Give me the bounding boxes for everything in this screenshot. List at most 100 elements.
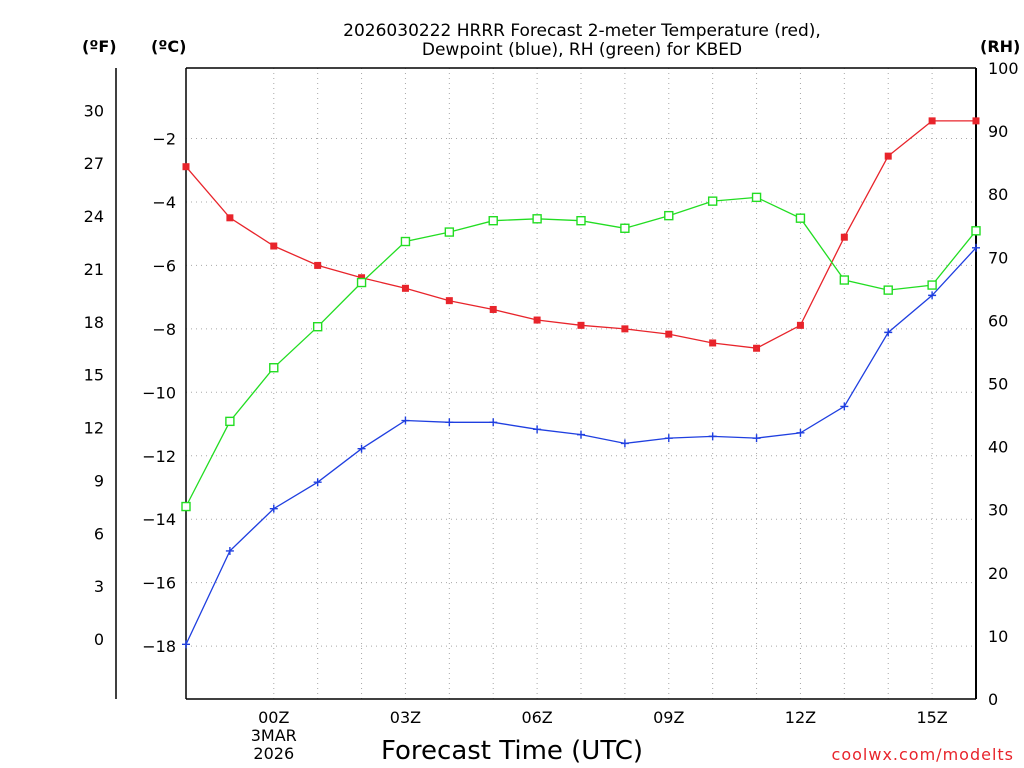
- data-point-marker: [269, 504, 278, 513]
- data-point-marker: [884, 328, 893, 337]
- x-tick-label: 12Z: [785, 708, 816, 727]
- series-dewpoint: [182, 243, 980, 649]
- data-point-marker: [707, 196, 718, 206]
- data-point-marker: [312, 322, 323, 332]
- celsius-tick-label: −6: [152, 256, 176, 275]
- series-rh: [181, 192, 981, 512]
- rh-tick-label: 60: [988, 311, 1008, 330]
- data-point-marker: [972, 243, 980, 252]
- data-point-marker: [709, 339, 717, 347]
- data-point-marker: [269, 363, 279, 373]
- data-point-marker: [708, 432, 717, 441]
- fahrenheit-tick-label: 9: [94, 471, 104, 490]
- data-point-marker: [927, 280, 937, 290]
- data-point-marker: [753, 344, 761, 352]
- x-axis-label: Forecast Time (UTC): [381, 736, 643, 766]
- left-axis-unit-celsius: (ºC): [151, 37, 186, 56]
- rh-tick-label: 10: [988, 627, 1008, 646]
- fahrenheit-tick-label: 12: [84, 419, 104, 438]
- rh-tick-label: 100: [988, 59, 1019, 78]
- celsius-tick-label: −18: [142, 637, 176, 656]
- data-point-marker: [621, 325, 629, 333]
- data-point-marker: [577, 430, 585, 439]
- fahrenheit-tick-label: 21: [84, 260, 104, 279]
- data-point-marker: [620, 223, 630, 233]
- tick-labels: 0 3 6 9 12 15 18 21 24 27 30 −18 −16 −14 −12 −10 −8 −6 −4 −…: [84, 59, 1019, 727]
- data-point-marker: [577, 321, 585, 329]
- x-tick-label: 06Z: [521, 708, 552, 727]
- x-tick-label: 15Z: [916, 708, 947, 727]
- data-point-marker: [796, 428, 805, 437]
- data-point-marker: [225, 416, 235, 427]
- data-point-marker: [313, 478, 322, 487]
- data-point-marker: [356, 277, 367, 288]
- series-2-meter-temperature: [182, 117, 980, 352]
- rh-tick-label: 30: [988, 501, 1008, 520]
- fahrenheit-tick-label: 18: [84, 313, 104, 332]
- celsius-tick-label: −12: [142, 447, 176, 466]
- data-point-marker: [226, 214, 234, 222]
- data-point-marker: [576, 216, 586, 226]
- grid-lines: [186, 68, 976, 699]
- data-point-marker: [840, 402, 849, 411]
- date-label-line-1: 3MAR: [251, 726, 297, 745]
- data-point-marker: [620, 439, 629, 448]
- data-point-marker: [401, 284, 409, 292]
- celsius-tick-label: −2: [152, 129, 176, 148]
- series-line: [185, 120, 976, 349]
- data-point-marker: [182, 163, 190, 171]
- data-point-marker: [314, 261, 322, 269]
- data-point-marker: [400, 236, 411, 247]
- fahrenheit-tick-label: 30: [84, 101, 104, 120]
- data-point-marker: [181, 501, 191, 512]
- data-series: [181, 117, 981, 649]
- series-line: [185, 247, 977, 645]
- celsius-tick-label: −8: [152, 320, 176, 339]
- x-tick-label: 00Z: [258, 708, 289, 727]
- fahrenheit-tick-label: 6: [94, 524, 104, 543]
- fahrenheit-tick-label: 15: [84, 366, 104, 385]
- data-point-marker: [445, 297, 453, 305]
- data-point-marker: [795, 213, 806, 223]
- celsius-tick-label: −10: [142, 383, 176, 402]
- data-point-marker: [489, 418, 498, 427]
- data-point-marker: [270, 242, 278, 250]
- data-point-marker: [796, 321, 804, 329]
- rh-tick-label: 20: [988, 564, 1008, 583]
- data-point-marker: [752, 434, 761, 443]
- data-point-marker: [883, 285, 893, 295]
- data-point-marker: [839, 275, 850, 285]
- celsius-tick-label: −4: [152, 193, 176, 212]
- rh-tick-label: 90: [988, 122, 1008, 141]
- data-point-marker: [444, 227, 455, 237]
- data-point-marker: [533, 425, 542, 434]
- axes: [115, 67, 977, 700]
- celsius-tick-label: −14: [142, 510, 176, 529]
- chart-title-line-1: 2026030222 HRRR Forecast 2-meter Tempera…: [343, 21, 821, 41]
- data-point-marker: [751, 192, 762, 203]
- fahrenheit-tick-label: 27: [84, 154, 104, 173]
- data-point-marker: [665, 330, 673, 338]
- rh-tick-label: 80: [988, 185, 1008, 204]
- data-point-marker: [928, 117, 936, 125]
- data-point-marker: [928, 291, 937, 300]
- rh-tick-label: 50: [988, 375, 1008, 394]
- fahrenheit-tick-label: 0: [94, 630, 104, 649]
- right-axis-unit-rh: (RH): [980, 37, 1020, 56]
- rh-tick-label: 40: [988, 438, 1008, 457]
- data-point-marker: [884, 152, 892, 160]
- chart-title-line-2: Dewpoint (blue), RH (green) for KBED: [422, 40, 742, 60]
- fahrenheit-tick-label: 24: [84, 207, 104, 226]
- data-point-marker: [532, 214, 542, 224]
- date-label-line-2: 2026: [253, 744, 294, 763]
- data-point-marker: [972, 117, 980, 125]
- data-point-marker: [225, 546, 234, 555]
- data-point-marker: [840, 233, 848, 241]
- x-tick-label: 03Z: [390, 708, 421, 727]
- left-axis-unit-fahrenheit: (ºF): [82, 37, 117, 56]
- x-tick-label: 09Z: [653, 708, 684, 727]
- data-point-marker: [357, 444, 366, 453]
- rh-tick-label: 70: [988, 248, 1008, 267]
- rh-tick-label: 0: [988, 690, 998, 709]
